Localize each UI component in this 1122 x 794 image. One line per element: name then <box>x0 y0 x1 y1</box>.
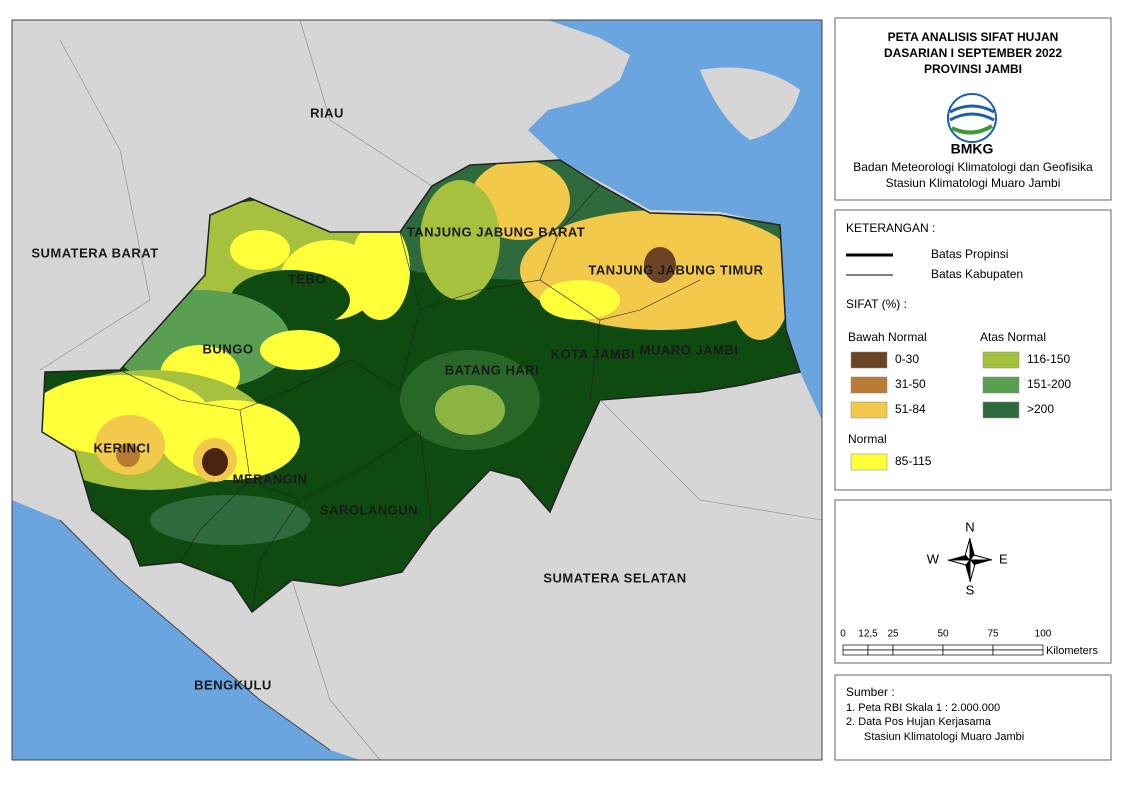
legend-label: 151-200 <box>1027 377 1071 391</box>
sifat-title: SIFAT (%) : <box>846 297 907 311</box>
legend-label: 31-50 <box>895 377 926 391</box>
legend-label: 116-150 <box>1027 352 1070 366</box>
region-label: TANJUNG JABUNG TIMUR <box>588 262 763 277</box>
legend-group: Normal <box>848 432 887 446</box>
region-label: TANJUNG JABUNG BARAT <box>407 224 586 239</box>
zone <box>420 180 500 300</box>
zone <box>644 247 676 283</box>
source-line: 2. Data Pos Hujan Kerjasama <box>846 716 992 728</box>
legend-label: 51-84 <box>895 402 926 416</box>
coastline <box>59 519 331 751</box>
zone <box>150 495 310 545</box>
source-panel <box>834 674 1112 761</box>
zone <box>435 385 505 435</box>
legend: Batas Propinsi Batas Kabupaten Bawah Norma… <box>846 247 1071 471</box>
legend-group: Bawah Normal <box>848 330 927 344</box>
scale-label: 100 <box>1035 629 1052 640</box>
title-line: PROVINSI JAMBI <box>924 62 1022 76</box>
compass-east: E <box>999 551 1008 566</box>
scale-segment <box>867 649 894 656</box>
legend-label: Batas Propinsi <box>931 247 1008 261</box>
scale-segment <box>842 649 869 656</box>
scale-label: 12,5 <box>858 629 878 640</box>
scale-label: 50 <box>937 629 949 640</box>
region-label: SUMATERA SELATAN <box>543 570 686 585</box>
scale-segment <box>992 649 1044 656</box>
scale-bar: 0 12,5 25 50 75 100 Kilometers <box>840 629 1098 657</box>
legend-label: 85-115 <box>895 454 932 468</box>
compass-panel <box>834 499 1112 664</box>
region-label: RIAU <box>310 105 344 120</box>
compass-west: W <box>927 551 940 566</box>
scale-label: 25 <box>887 629 899 640</box>
scale-label: 75 <box>987 629 999 640</box>
source-title: Sumber : <box>846 685 895 699</box>
compass-north: N <box>965 519 974 534</box>
logo-text: BMKG <box>951 141 994 157</box>
legend-title: KETERANGAN : <box>846 221 935 235</box>
region-label: SUMATERA BARAT <box>31 245 158 260</box>
region-label: TEBO <box>288 271 326 286</box>
zone <box>202 448 228 476</box>
zone <box>400 350 540 450</box>
bmkg-logo <box>947 93 997 143</box>
zone <box>540 280 620 320</box>
legend-swatch <box>850 401 888 419</box>
zone <box>260 330 340 370</box>
zone <box>730 240 790 340</box>
map-area <box>12 20 822 760</box>
scale-segment <box>867 644 894 651</box>
source-line: Stasiun Klimatologi Muaro Jambi <box>864 731 1024 743</box>
region-label: KOTA JAMBI <box>551 346 635 361</box>
sea <box>12 500 360 760</box>
legend-swatch <box>982 376 1020 394</box>
zone <box>116 443 140 467</box>
map-labels: RIAU SUMATERA BARAT TEBO TANJUNG JABUNG BAR… <box>31 105 763 692</box>
agency-line: Badan Meteorologi Klimatologi dan Geofis… <box>853 160 1093 174</box>
region-label: KERINCI <box>94 440 151 455</box>
scale-segment <box>942 649 994 656</box>
scale-segment <box>992 644 1044 651</box>
region-label: BUNGO <box>203 341 254 356</box>
scale-segment <box>942 644 994 651</box>
legend-swatch <box>850 453 888 471</box>
title-line: DASARIAN I SEPTEMBER 2022 <box>884 46 1062 60</box>
legend-swatch <box>850 351 888 369</box>
region-label: BATANG HARI <box>445 362 540 377</box>
legend-panel <box>834 209 1112 491</box>
province-boundary <box>41 159 801 614</box>
region-label: SAROLANGUN <box>320 502 418 517</box>
island <box>700 67 800 140</box>
regency-boundary <box>119 184 701 613</box>
region-label: BENGKULU <box>194 677 272 692</box>
legend-label: Batas Kabupaten <box>931 267 1023 281</box>
legend-swatch <box>982 401 1020 419</box>
legend-label: >200 <box>1027 402 1054 416</box>
zone <box>350 220 410 320</box>
region-label: MERANGIN <box>233 471 308 486</box>
scale-segment <box>892 644 944 651</box>
legend-label: 0-30 <box>895 352 919 366</box>
compass-south: S <box>966 582 975 597</box>
legend-swatch <box>850 376 888 394</box>
zone <box>230 230 290 270</box>
north-arrow <box>947 537 993 583</box>
title-line: PETA ANALISIS SIFAT HUJAN <box>888 30 1059 44</box>
map-frame <box>11 19 823 761</box>
legend-group: Atas Normal <box>980 330 1046 344</box>
region-label: MUARO JAMBI <box>640 342 739 357</box>
province-boundary-outside <box>39 20 822 760</box>
agency-line: Stasiun Klimatologi Muaro Jambi <box>886 176 1061 190</box>
scale-unit: Kilometers <box>1046 645 1098 657</box>
legend-swatch <box>982 351 1020 369</box>
scale-label: 0 <box>840 629 846 640</box>
source-line: 1. Peta RBI Skala 1 : 2.000.000 <box>846 702 1000 714</box>
scale-segment <box>892 649 944 656</box>
scale-segment <box>842 644 869 651</box>
